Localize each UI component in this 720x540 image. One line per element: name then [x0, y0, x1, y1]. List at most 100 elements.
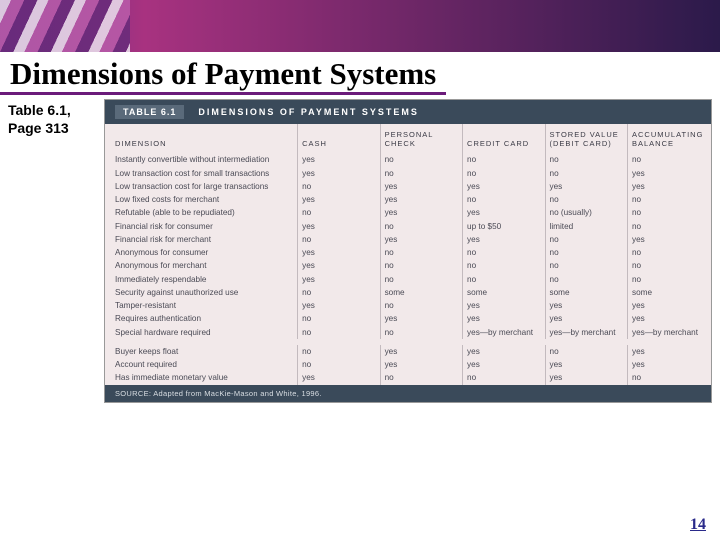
value-cell: yes: [627, 180, 711, 193]
col-stored-value: STORED VALUE (DEBIT CARD): [545, 124, 627, 154]
value-cell: yes: [298, 220, 380, 233]
value-cell: no: [298, 345, 380, 358]
content-area: Table 6.1, Page 313 TABLE 6.1 DIMENSIONS…: [0, 95, 720, 403]
col-cash: CASH: [298, 124, 380, 154]
value-cell: no: [380, 167, 462, 180]
table-row: Security against unauthorized usenosomes…: [105, 286, 711, 299]
dimension-cell: Buyer keeps float: [105, 345, 298, 358]
value-cell: yes: [463, 180, 545, 193]
value-cell: no: [627, 372, 711, 385]
value-cell: yes: [298, 247, 380, 260]
value-cell: no: [463, 247, 545, 260]
value-cell: no: [298, 233, 380, 246]
value-cell: yes: [545, 180, 627, 193]
value-cell: some: [545, 286, 627, 299]
value-cell: yes: [380, 207, 462, 220]
value-cell: no: [627, 194, 711, 207]
value-cell: yes: [545, 313, 627, 326]
value-cell: yes: [298, 154, 380, 167]
value-cell: yes: [463, 233, 545, 246]
payment-dimensions-table: DIMENSION CASH PERSONAL CHECK CREDIT CAR…: [105, 124, 711, 385]
value-cell: no: [298, 180, 380, 193]
value-cell: yes: [545, 372, 627, 385]
value-cell: no: [627, 273, 711, 286]
value-cell: yes: [380, 359, 462, 372]
value-cell: up to $50: [463, 220, 545, 233]
table-row: Has immediate monetary valueyesnonoyesno: [105, 372, 711, 385]
table-row: Anonymous for merchantyesnononono: [105, 260, 711, 273]
value-cell: no: [463, 260, 545, 273]
value-cell: yes—by merchant: [627, 326, 711, 339]
value-cell: yes: [463, 345, 545, 358]
value-cell: some: [463, 286, 545, 299]
sidebar: Table 6.1, Page 313: [8, 99, 104, 403]
table-row: Low transaction cost for small transacti…: [105, 167, 711, 180]
dimension-cell: Instantly convertible without intermedia…: [105, 154, 298, 167]
value-cell: yes: [298, 167, 380, 180]
value-cell: yes: [298, 273, 380, 286]
value-cell: yes: [463, 300, 545, 313]
value-cell: yes: [627, 167, 711, 180]
value-cell: yes: [545, 359, 627, 372]
value-cell: yes: [298, 194, 380, 207]
value-cell: no: [545, 345, 627, 358]
table-row: Special hardware requirednonoyes—by merc…: [105, 326, 711, 339]
dimension-cell: Financial risk for merchant: [105, 233, 298, 246]
table-row: Financial risk for merchantnoyesyesnoyes: [105, 233, 711, 246]
decorative-banner: [0, 0, 720, 52]
dimension-cell: Low fixed costs for merchant: [105, 194, 298, 207]
value-cell: yes: [463, 313, 545, 326]
value-cell: no: [298, 207, 380, 220]
dimension-cell: Special hardware required: [105, 326, 298, 339]
value-cell: no: [463, 372, 545, 385]
value-cell: yes: [298, 300, 380, 313]
value-cell: no: [463, 273, 545, 286]
dimension-cell: Security against unauthorized use: [105, 286, 298, 299]
value-cell: some: [380, 286, 462, 299]
table-ref-line1: Table 6.1,: [8, 101, 104, 119]
value-cell: no: [545, 233, 627, 246]
value-cell: no: [298, 359, 380, 372]
dimension-cell: Account required: [105, 359, 298, 372]
value-cell: no: [380, 154, 462, 167]
table-row: Tamper-resistantyesnoyesyesyes: [105, 300, 711, 313]
value-cell: no: [380, 273, 462, 286]
value-cell: yes: [545, 300, 627, 313]
table-caption: DIMENSIONS OF PAYMENT SYSTEMS: [198, 107, 419, 117]
dimension-cell: Low transaction cost for large transacti…: [105, 180, 298, 193]
value-cell: yes: [298, 260, 380, 273]
table-row: Immediately respendableyesnononono: [105, 273, 711, 286]
value-cell: no (usually): [545, 207, 627, 220]
value-cell: yes: [380, 345, 462, 358]
table-row: Low transaction cost for large transacti…: [105, 180, 711, 193]
table-header-row: DIMENSION CASH PERSONAL CHECK CREDIT CAR…: [105, 124, 711, 154]
value-cell: yes: [380, 313, 462, 326]
value-cell: no: [627, 220, 711, 233]
dimension-cell: Has immediate monetary value: [105, 372, 298, 385]
value-cell: yes: [380, 233, 462, 246]
table-row: Low fixed costs for merchantyesyesnonono: [105, 194, 711, 207]
value-cell: no: [627, 260, 711, 273]
col-accumulating: ACCUMULATING BALANCE: [627, 124, 711, 154]
value-cell: no: [545, 194, 627, 207]
table-row: Buyer keeps floatnoyesyesnoyes: [105, 345, 711, 358]
value-cell: some: [627, 286, 711, 299]
table-row: Financial risk for consumeryesnoup to $5…: [105, 220, 711, 233]
value-cell: yes: [627, 345, 711, 358]
value-cell: no: [627, 247, 711, 260]
dimension-cell: Low transaction cost for small transacti…: [105, 167, 298, 180]
value-cell: yes—by merchant: [545, 326, 627, 339]
dimension-cell: Anonymous for consumer: [105, 247, 298, 260]
value-cell: no: [463, 154, 545, 167]
value-cell: yes: [627, 313, 711, 326]
dimension-cell: Refutable (able to be repudiated): [105, 207, 298, 220]
value-cell: no: [298, 313, 380, 326]
value-cell: yes: [627, 359, 711, 372]
value-cell: no: [545, 260, 627, 273]
table-source: SOURCE: Adapted from MacKie-Mason and Wh…: [105, 385, 711, 402]
dimension-cell: Anonymous for merchant: [105, 260, 298, 273]
table-header-bar: TABLE 6.1 DIMENSIONS OF PAYMENT SYSTEMS: [105, 100, 711, 124]
value-cell: no: [380, 372, 462, 385]
col-dimension: DIMENSION: [105, 124, 298, 154]
value-cell: no: [380, 247, 462, 260]
